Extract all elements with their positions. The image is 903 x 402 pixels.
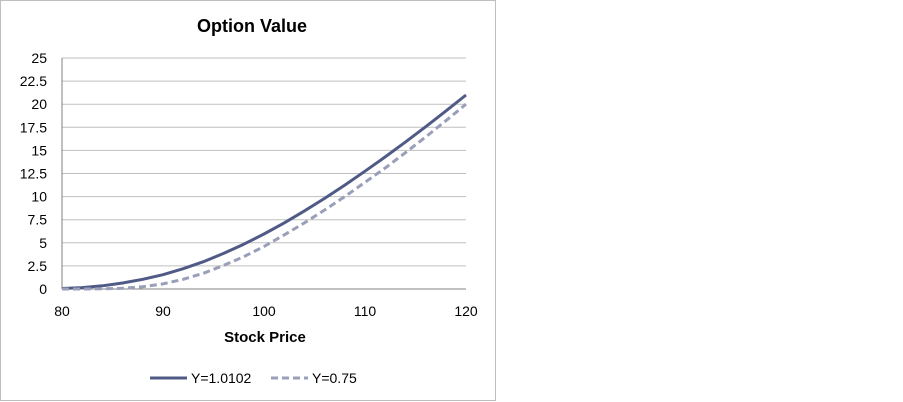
y-tick-label: 22.5 [20,73,47,89]
y-tick-label: 17.5 [20,119,47,135]
x-axis-title: Stock Price [224,329,306,346]
x-tick-label: 110 [354,303,377,319]
x-tick-label: 100 [252,303,276,319]
tick-labels: 0 2.5 5 7.5 10 12.5 15 17.5 20 22.5 25 80 90 100 110 12… [20,50,478,319]
grid-lines [62,57,466,290]
y-tick-label: 0 [39,281,47,297]
x-tick-label: 80 [54,303,70,319]
legend: Y=1.0102 Y=0.75 [150,370,357,386]
chart-title: Option Value [197,16,307,36]
x-tick-label: 120 [454,303,478,319]
legend-label-1: Y=1.0102 [191,370,252,386]
y-tick-label: 15 [31,142,47,158]
chart-frame [0,0,496,401]
series-line-2 [62,103,467,291]
y-tick-label: 5 [39,235,47,251]
y-tick-label: 2.5 [28,258,48,274]
y-tick-label: 25 [31,50,47,66]
y-tick-label: 10 [31,189,47,205]
series-lines [61,93,467,291]
legend-label-2: Y=0.75 [312,370,357,386]
series-line-1 [61,93,467,290]
x-tick-label: 90 [155,303,171,319]
y-tick-label: 12.5 [20,166,47,182]
y-tick-label: 20 [31,96,47,112]
y-tick-label: 7.5 [28,212,48,228]
